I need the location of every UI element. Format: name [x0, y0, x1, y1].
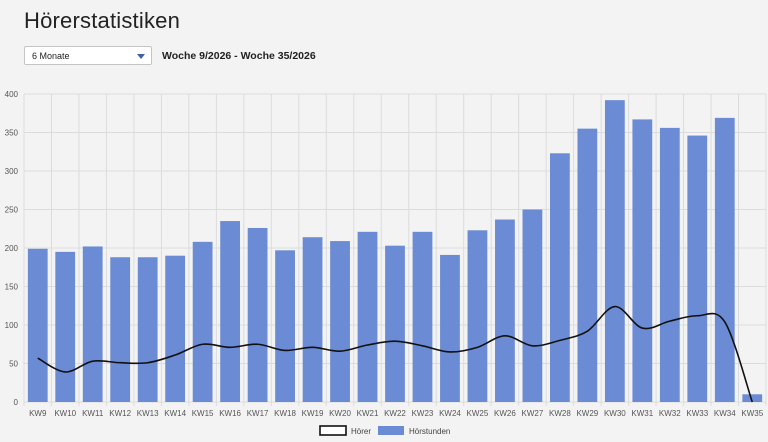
bar-kw10[interactable]	[55, 251, 76, 402]
chart-legend: Hörer Hörstunden	[319, 425, 450, 436]
bar-kw29[interactable]	[577, 128, 598, 402]
legend-item-hoerstunden[interactable]: Hörstunden	[378, 426, 450, 436]
y-tick-label: 400	[5, 90, 19, 99]
x-tick-label: KW15	[192, 409, 214, 418]
y-tick-label: 50	[9, 360, 18, 369]
y-tick-label: 100	[5, 321, 19, 330]
bar-kw24[interactable]	[440, 254, 460, 402]
bar-kw31[interactable]	[632, 119, 653, 402]
x-tick-label: KW25	[467, 409, 489, 418]
x-tick-label: KW21	[357, 409, 379, 418]
bar-kw20[interactable]	[330, 241, 350, 402]
chevron-down-icon[interactable]	[137, 54, 145, 59]
y-tick-label: 200	[5, 244, 19, 253]
y-tick-label: 350	[5, 129, 19, 138]
bar-kw35[interactable]	[742, 394, 763, 402]
bar-kw28[interactable]	[549, 153, 570, 402]
bar-kw12[interactable]	[110, 257, 131, 402]
listener-chart: 0 50 100 150 200 250 300 350 400 KW9 KW10 KW11 KW12…	[5, 90, 767, 436]
y-tick-label: 150	[5, 283, 19, 292]
x-tick-label: KW31	[631, 409, 653, 418]
x-tick-label: KW26	[494, 409, 516, 418]
x-tick-label: KW9	[29, 409, 47, 418]
x-tick-label: KW27	[522, 409, 544, 418]
bar-kw33[interactable]	[687, 135, 708, 402]
period-select-value: 6 Monate	[32, 50, 70, 61]
toolbar: 6 Monate Woche 9/2026 - Woche 35/2026	[24, 46, 316, 65]
x-tick-label: KW22	[384, 409, 406, 418]
x-tick-label: KW23	[412, 409, 434, 418]
x-tick-label: KW32	[659, 409, 681, 418]
x-tick-label: KW19	[302, 409, 324, 418]
legend-label: Hörer	[351, 427, 371, 436]
chart-grid	[23, 93, 767, 406]
period-select[interactable]: 6 Monate	[24, 46, 152, 65]
y-tick-label: 0	[14, 398, 19, 407]
x-tick-label: KW29	[576, 409, 598, 418]
bar-kw26[interactable]	[495, 219, 515, 402]
x-tick-label: KW18	[274, 409, 296, 418]
line-series-hoerer	[37, 305, 754, 403]
bar-kw17[interactable]	[247, 227, 268, 402]
bar-kw27[interactable]	[522, 209, 543, 403]
x-tick-label: KW14	[164, 409, 186, 418]
x-tick-label: KW10	[54, 409, 76, 418]
x-tick-label: KW13	[137, 409, 159, 418]
bar-kw30[interactable]	[604, 100, 625, 402]
y-axis: 0 50 100 150 200 250 300 350 400	[5, 90, 19, 407]
date-range-label: Woche 9/2026 - Woche 35/2026	[162, 49, 316, 62]
x-tick-label: KW33	[686, 409, 708, 418]
line-hoerer[interactable]	[37, 305, 754, 403]
bar-kw34[interactable]	[714, 117, 735, 402]
legend-item-hoerer[interactable]: Hörer	[319, 425, 371, 436]
legend-swatch-line	[319, 425, 347, 436]
bar-kw25[interactable]	[467, 230, 488, 402]
bar-kw23[interactable]	[412, 231, 433, 402]
x-tick-label: KW30	[604, 409, 626, 418]
legend-label: Hörstunden	[409, 427, 450, 436]
bar-kw22[interactable]	[385, 245, 405, 402]
bar-kw19[interactable]	[302, 237, 323, 402]
x-tick-label: KW11	[82, 409, 104, 418]
x-tick-label: KW20	[329, 409, 351, 418]
bar-series-hoerstunden	[27, 100, 763, 403]
bar-kw9[interactable]	[27, 248, 48, 402]
y-tick-label: 250	[5, 206, 19, 215]
legend-swatch-bar	[378, 426, 404, 435]
x-tick-label: KW35	[741, 409, 763, 418]
bar-kw16[interactable]	[220, 221, 241, 402]
x-axis: KW9 KW10 KW11 KW12 KW13 KW14 KW15 KW16 KW17 KW18 K…	[29, 409, 764, 418]
x-tick-label: KW16	[219, 409, 241, 418]
bar-kw15[interactable]	[192, 241, 213, 402]
page-title: Hörerstatistiken	[24, 8, 181, 33]
bar-kw21[interactable]	[357, 231, 378, 402]
x-tick-label: KW12	[109, 409, 131, 418]
x-tick-label: KW17	[247, 409, 269, 418]
x-tick-label: KW28	[549, 409, 571, 418]
x-tick-label: KW34	[714, 409, 736, 418]
bar-kw14[interactable]	[165, 255, 186, 402]
y-tick-label: 300	[5, 167, 19, 176]
bar-kw13[interactable]	[137, 257, 158, 402]
bar-kw11[interactable]	[82, 246, 103, 402]
x-tick-label: KW24	[439, 409, 461, 418]
bar-kw32[interactable]	[659, 127, 680, 402]
bar-kw18[interactable]	[275, 250, 295, 402]
